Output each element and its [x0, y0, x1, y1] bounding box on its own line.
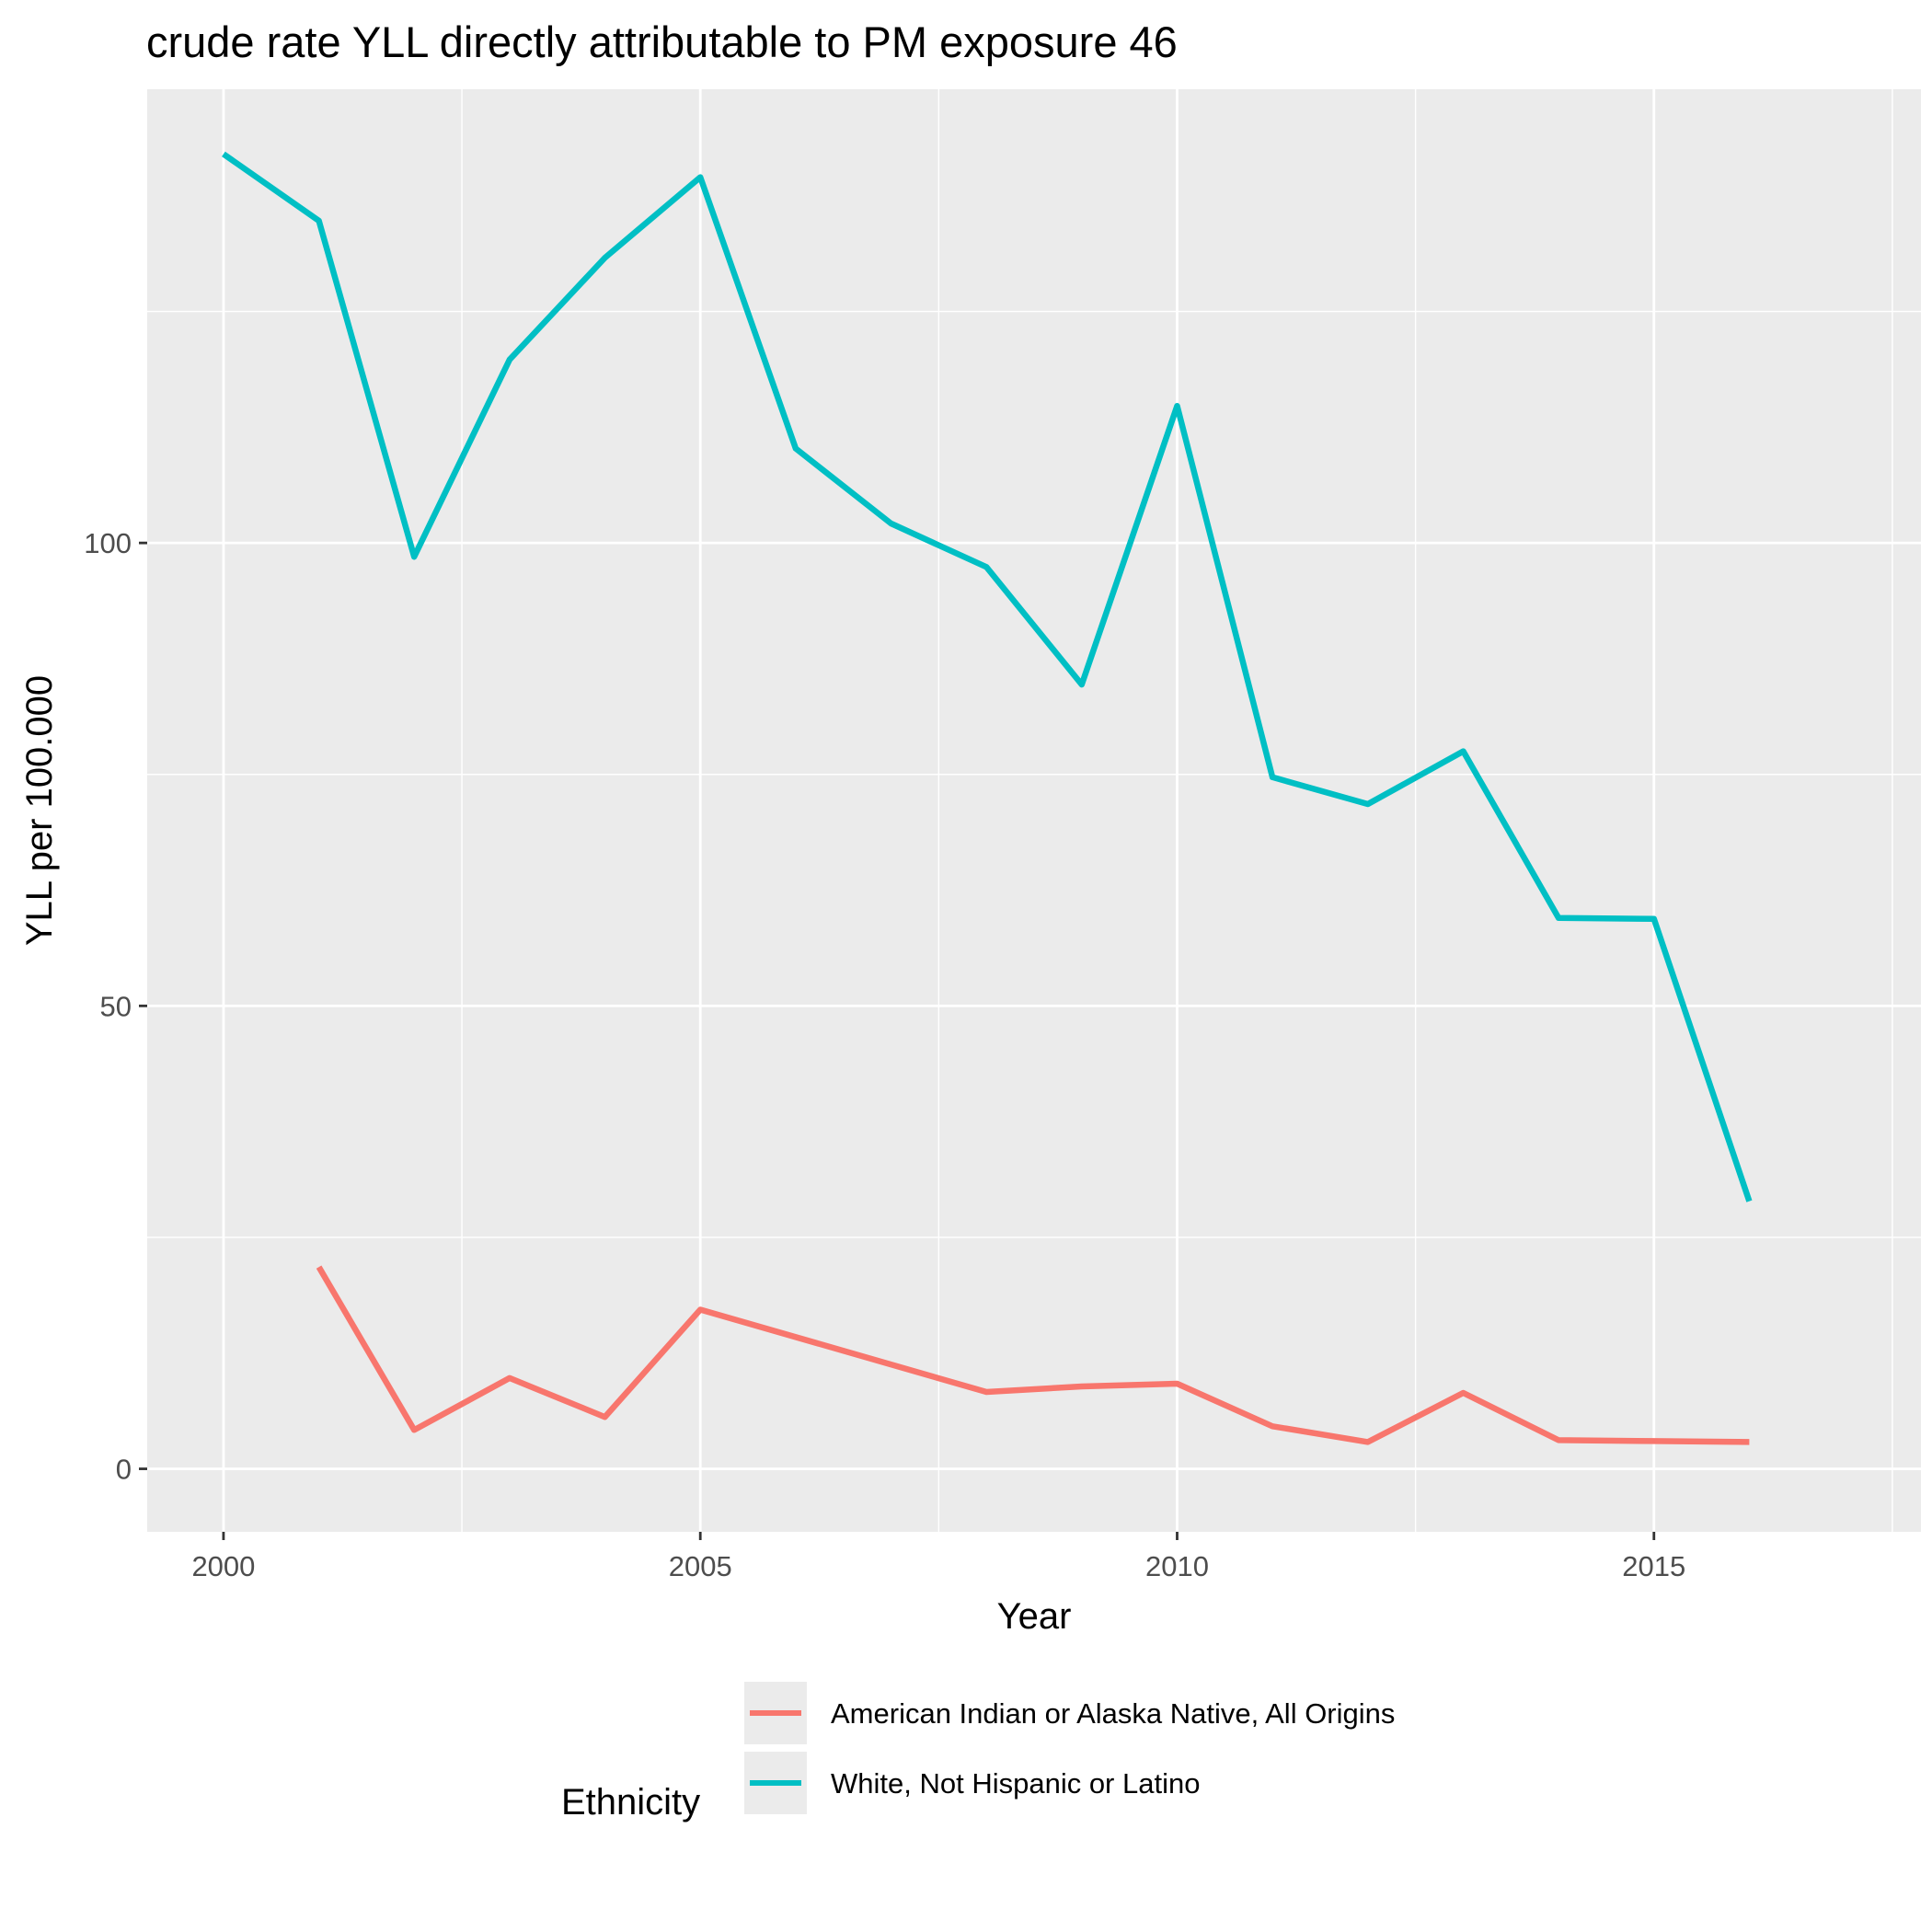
tick-labels: 2000 2005 2010 2015 0 50 100 [84, 527, 1685, 1582]
series-line-1 [222, 151, 1753, 1202]
series-layer [222, 151, 1753, 1445]
y-tick-label: 100 [84, 527, 132, 559]
x-tick-label: 2005 [669, 1550, 732, 1582]
legend-label-white-not-hispanic: White, Not Hispanic or Latino [831, 1767, 1200, 1800]
legend-title: Ethnicity [561, 1782, 700, 1823]
x-axis-title: Year [997, 1596, 1072, 1637]
grid-minor [147, 89, 1921, 1532]
grid-major [147, 89, 1921, 1532]
plot-panel [147, 89, 1921, 1532]
axis-ticks [139, 541, 1656, 1540]
legend-label-american-indian: American Indian or Alaska Native, All Or… [831, 1697, 1395, 1730]
y-tick-label: 0 [116, 1454, 132, 1486]
x-tick-label: 2015 [1622, 1550, 1685, 1582]
chart-title: crude rate YLL directly attributable to … [146, 17, 1178, 66]
x-tick-label: 2000 [191, 1550, 255, 1582]
y-tick-label: 50 [100, 990, 132, 1022]
legend: Ethnicity American Indian or Alaska Nati… [561, 1680, 1395, 1823]
y-axis-title: YLL per 100.000 [19, 675, 60, 946]
series-line-0 [316, 1265, 1750, 1445]
x-tick-label: 2010 [1145, 1550, 1209, 1582]
